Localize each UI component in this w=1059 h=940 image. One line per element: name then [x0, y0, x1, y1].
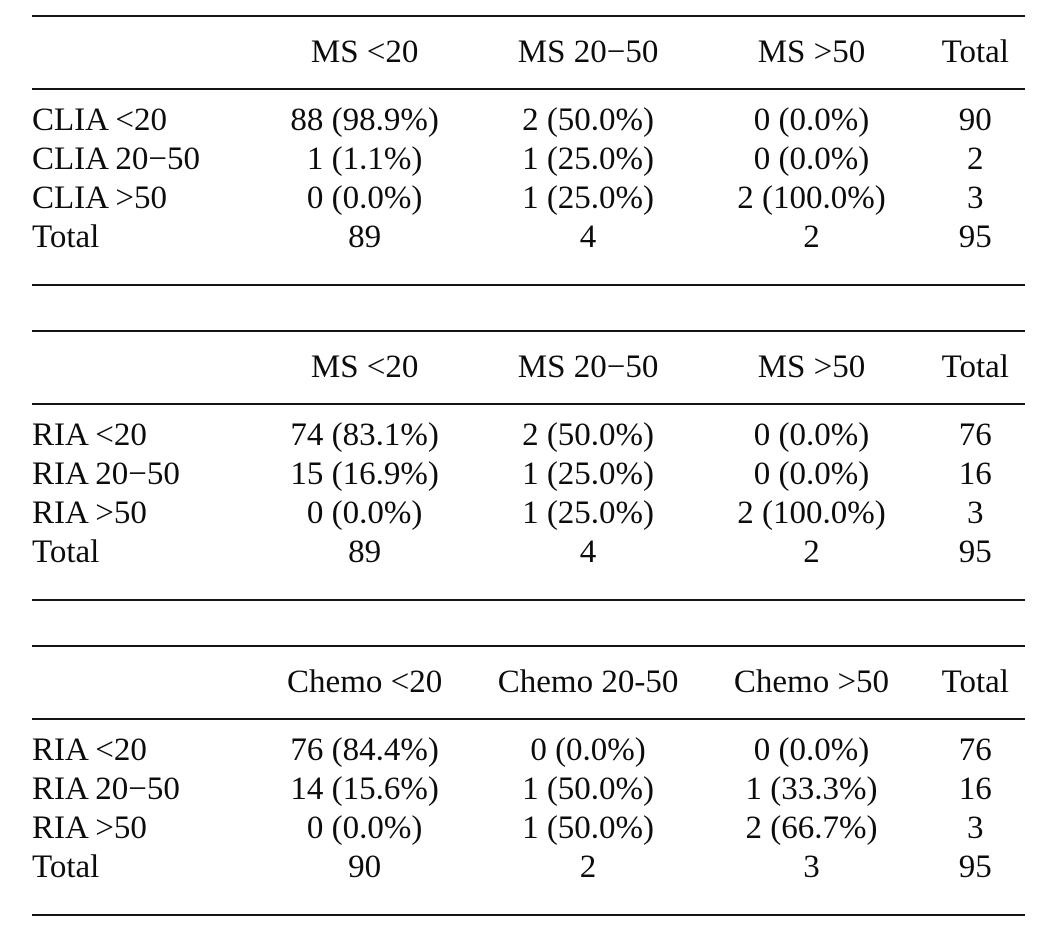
- row-label: CLIA <20: [32, 102, 168, 138]
- table-body: RIA <20 76 (84.4%) 0 (0.0%) 0 (0.0%) 76 RIA 2…: [32, 720, 1025, 914]
- data-cell: 14 (15.6%): [290, 771, 439, 807]
- table-header-row: MS <20 MS 20−50 MS >50 Total: [32, 332, 1025, 405]
- data-cell: 1 (1.1%): [306, 141, 423, 177]
- column-header: Total: [941, 34, 1009, 70]
- data-cell: 1 (25.0%): [522, 495, 655, 531]
- table-row: CLIA <20 88 (98.9%) 2 (50.0%) 0 (0.0%) 90: [32, 101, 1025, 140]
- table-clia-vs-ms: MS <20 MS 20−50 MS >50 Total CLIA <20 88 (98…: [32, 15, 1025, 286]
- column-header: MS <20: [310, 34, 419, 70]
- table-row: Total 89 4 2 95: [32, 218, 1025, 257]
- table-header-row: Chemo <20 Chemo 20-50 Chemo >50 Total: [32, 647, 1025, 720]
- data-cell: 2 (50.0%): [522, 102, 655, 138]
- data-cell: 2 (50.0%): [522, 417, 655, 453]
- data-cell: 0 (0.0%): [530, 732, 646, 768]
- data-cell: 1 (25.0%): [522, 141, 655, 177]
- table-row: RIA 20−50 14 (15.6%) 1 (50.0%) 1 (33.3%) 16: [32, 770, 1025, 809]
- table-body: RIA <20 74 (83.1%) 2 (50.0%) 0 (0.0%) 76 RIA …: [32, 405, 1025, 599]
- data-cell: 2 (100.0%): [737, 180, 886, 216]
- data-cell: 3: [967, 180, 984, 216]
- column-header: Chemo 20-50: [497, 664, 679, 700]
- row-label: Total: [32, 534, 100, 570]
- data-cell: 2 (100.0%): [737, 495, 886, 531]
- table-ria-vs-ms: MS <20 MS 20−50 MS >50 Total RIA <20 74 (83.…: [32, 330, 1025, 601]
- column-header: MS <20: [310, 349, 419, 385]
- data-cell: 16: [958, 771, 992, 807]
- data-cell: 89: [348, 534, 382, 570]
- row-label: RIA <20: [32, 417, 147, 453]
- table-row: RIA <20 74 (83.1%) 2 (50.0%) 0 (0.0%) 76: [32, 416, 1025, 455]
- column-header: Chemo >50: [733, 664, 890, 700]
- data-cell: 2: [967, 141, 984, 177]
- data-cell: 76: [958, 417, 992, 453]
- column-header: MS >50: [757, 349, 866, 385]
- row-label: RIA >50: [32, 495, 147, 531]
- data-cell: 4: [579, 534, 597, 570]
- data-cell: 88 (98.9%): [290, 102, 439, 138]
- data-cell: 74 (83.1%): [290, 417, 439, 453]
- data-cell: 3: [803, 849, 820, 885]
- table-row: CLIA >50 0 (0.0%) 1 (25.0%) 2 (100.0%) 3: [32, 179, 1025, 218]
- column-header: Total: [941, 664, 1009, 700]
- table-row: RIA 20−50 15 (16.9%) 1 (25.0%) 0 (0.0%) 16: [32, 455, 1025, 494]
- table-row: Total 89 4 2 95: [32, 533, 1025, 572]
- table-body: CLIA <20 88 (98.9%) 2 (50.0%) 0 (0.0%) 90 CLI…: [32, 90, 1025, 284]
- data-cell: 4: [579, 219, 597, 255]
- data-cell: 0 (0.0%): [753, 417, 870, 453]
- data-cell: 3: [967, 495, 984, 531]
- column-header: MS 20−50: [517, 349, 659, 385]
- data-cell: 1 (50.0%): [522, 771, 655, 807]
- data-cell: 0 (0.0%): [753, 456, 870, 492]
- data-cell: 0 (0.0%): [753, 732, 870, 768]
- row-label: Total: [32, 849, 100, 885]
- data-cell: 0 (0.0%): [753, 102, 870, 138]
- table-header-row: MS <20 MS 20−50 MS >50 Total: [32, 17, 1025, 90]
- column-header: MS 20−50: [517, 34, 659, 70]
- data-cell: 1 (25.0%): [522, 180, 655, 216]
- table-row: RIA >50 0 (0.0%) 1 (25.0%) 2 (100.0%) 3: [32, 494, 1025, 533]
- document-page: MS <20 MS 20−50 MS >50 Total CLIA <20 88 (98…: [32, 15, 1025, 916]
- data-cell: 0 (0.0%): [306, 495, 423, 531]
- data-cell: 3: [967, 810, 984, 846]
- data-cell: 0 (0.0%): [306, 180, 423, 216]
- column-header: MS >50: [757, 34, 866, 70]
- row-label: Total: [32, 219, 100, 255]
- data-cell: 2: [803, 534, 820, 570]
- data-cell: 2: [579, 849, 597, 885]
- table-row: RIA >50 0 (0.0%) 1 (50.0%) 2 (66.7%) 3: [32, 809, 1025, 848]
- data-cell: 95: [958, 849, 992, 885]
- data-cell: 1 (25.0%): [522, 456, 655, 492]
- row-label: CLIA 20−50: [32, 141, 201, 177]
- data-cell: 2: [803, 219, 820, 255]
- data-cell: 1 (33.3%): [745, 771, 878, 807]
- row-label: RIA <20: [32, 732, 147, 768]
- data-cell: 15 (16.9%): [290, 456, 439, 492]
- data-cell: 90: [958, 102, 992, 138]
- data-cell: 90: [348, 849, 382, 885]
- column-header: Total: [941, 349, 1009, 385]
- data-cell: 76 (84.4%): [290, 732, 439, 768]
- data-cell: 95: [958, 219, 992, 255]
- data-cell: 0 (0.0%): [306, 810, 423, 846]
- table-row: RIA <20 76 (84.4%) 0 (0.0%) 0 (0.0%) 76: [32, 731, 1025, 770]
- data-cell: 76: [958, 732, 992, 768]
- data-cell: 0 (0.0%): [753, 141, 870, 177]
- data-cell: 2 (66.7%): [745, 810, 878, 846]
- row-label: RIA >50: [32, 810, 147, 846]
- row-label: CLIA >50: [32, 180, 168, 216]
- tables-container: MS <20 MS 20−50 MS >50 Total CLIA <20 88 (98…: [32, 15, 1025, 916]
- column-header: Chemo <20: [287, 664, 443, 700]
- row-label: RIA 20−50: [32, 456, 180, 492]
- data-cell: 95: [958, 534, 992, 570]
- table-row: Total 90 2 3 95: [32, 848, 1025, 887]
- data-cell: 1 (50.0%): [522, 810, 655, 846]
- data-cell: 89: [348, 219, 382, 255]
- table-row: CLIA 20−50 1 (1.1%) 1 (25.0%) 0 (0.0%) 2: [32, 140, 1025, 179]
- table-ria-vs-chemo: Chemo <20 Chemo 20-50 Chemo >50 Total RIA <…: [32, 645, 1025, 916]
- row-label: RIA 20−50: [32, 771, 180, 807]
- data-cell: 16: [958, 456, 992, 492]
